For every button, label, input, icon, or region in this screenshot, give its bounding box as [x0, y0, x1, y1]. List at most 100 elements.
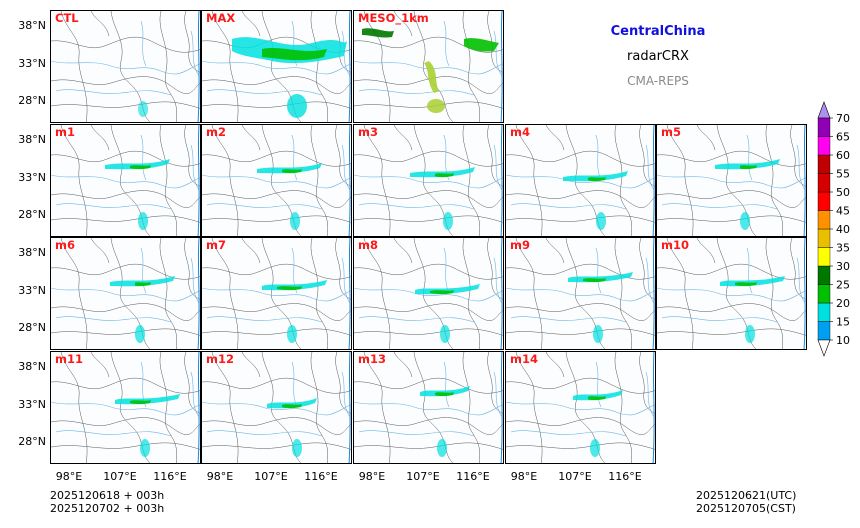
province-border — [335, 352, 351, 414]
river-line — [645, 257, 655, 304]
province-border — [363, 238, 391, 349]
radar-echo — [596, 212, 606, 230]
province-border — [202, 150, 351, 167]
lat-tick-label: 28°N — [18, 208, 46, 221]
radar-echo — [257, 163, 322, 174]
province-border — [413, 238, 453, 349]
province-border — [184, 125, 200, 187]
province-border — [310, 11, 329, 122]
province-border — [211, 125, 239, 236]
province-border — [363, 125, 391, 236]
radar-echo — [464, 38, 499, 52]
river-line — [206, 430, 323, 437]
lon-tick-label: 116°E — [153, 470, 187, 483]
province-border — [211, 352, 239, 463]
radar-echo — [435, 173, 454, 178]
colorbar-tick-label: 20 — [836, 297, 850, 310]
province-border — [354, 377, 503, 394]
province-border — [639, 238, 655, 300]
panel-label: m12 — [206, 352, 234, 366]
map-background — [657, 238, 806, 349]
radar-echo — [583, 278, 606, 283]
radar-echo — [739, 165, 757, 170]
colorbar-segment — [817, 136, 831, 156]
lat-tick-label: 28°N — [18, 94, 46, 107]
province-border — [202, 303, 351, 321]
province-border — [261, 238, 301, 349]
river-line — [140, 247, 147, 294]
province-border — [354, 303, 503, 321]
colorbar-tick-label: 45 — [836, 205, 850, 218]
province-border — [241, 11, 261, 37]
radar-echo — [735, 282, 757, 287]
province-border — [716, 238, 756, 349]
province-border — [241, 352, 261, 378]
province-border — [51, 417, 200, 435]
province-border — [354, 417, 503, 435]
province-border — [614, 352, 633, 463]
river-line — [190, 144, 200, 191]
map-background — [506, 238, 655, 349]
province-border — [506, 263, 655, 280]
river-line — [190, 257, 200, 304]
river-line — [493, 144, 503, 191]
colorbar-segment — [817, 191, 831, 211]
map-background — [354, 125, 503, 236]
colorbar-segment — [817, 117, 831, 137]
river-line — [358, 203, 475, 210]
panel-m4: m4 — [505, 124, 656, 237]
river-line — [443, 361, 450, 408]
colorbar-extend-min — [817, 339, 831, 357]
province-border — [202, 101, 351, 109]
colorbar-segment — [817, 228, 831, 248]
lat-tick-label: 38°N — [18, 19, 46, 32]
province-border — [51, 101, 200, 109]
province-border — [202, 417, 351, 435]
panel-m7: m7 — [201, 237, 352, 350]
province-border — [716, 125, 756, 236]
colorbar-tick-label: 30 — [836, 260, 850, 273]
river-line — [595, 134, 602, 181]
radar-echo — [437, 439, 447, 457]
system-title: CMA-REPS — [627, 74, 689, 88]
province-border — [354, 150, 503, 167]
panel-label: m4 — [510, 125, 530, 139]
radar-echo — [292, 439, 302, 457]
river-line — [55, 203, 172, 210]
coastline — [652, 125, 655, 236]
province-border — [51, 150, 200, 167]
province-border — [657, 190, 806, 208]
radar-echo — [134, 282, 151, 287]
river-line — [354, 401, 503, 416]
river-line — [354, 287, 503, 302]
panel-meso-1km: MESO_1km — [353, 10, 504, 123]
panel-max: MAX — [201, 10, 352, 123]
panel-m14: m14 — [505, 351, 656, 464]
province-border — [211, 238, 239, 349]
province-border — [363, 352, 391, 463]
province-border — [202, 76, 351, 94]
province-border — [413, 125, 453, 236]
valid-time-cst: 2025120705(CST) — [696, 502, 796, 515]
province-border — [506, 150, 655, 167]
colorbar-extend-max — [817, 101, 831, 119]
panel-label: m13 — [358, 352, 386, 366]
coastline — [500, 11, 503, 122]
river-line — [354, 60, 503, 75]
province-border — [515, 238, 543, 349]
province-border — [515, 125, 543, 236]
province-border — [487, 125, 503, 187]
colorbar-segment — [817, 265, 831, 285]
province-border — [515, 352, 543, 463]
panel-m11: m11 — [50, 351, 201, 464]
panel-label: m5 — [661, 125, 681, 139]
radar-echo — [573, 390, 623, 401]
province-border — [462, 11, 481, 122]
province-border — [354, 328, 503, 336]
coastline — [652, 238, 655, 349]
radar-echo — [110, 276, 175, 287]
panel-m1: m1 — [50, 124, 201, 237]
lat-tick-label: 33°N — [18, 284, 46, 297]
river-line — [51, 60, 200, 75]
province-border — [614, 125, 633, 236]
